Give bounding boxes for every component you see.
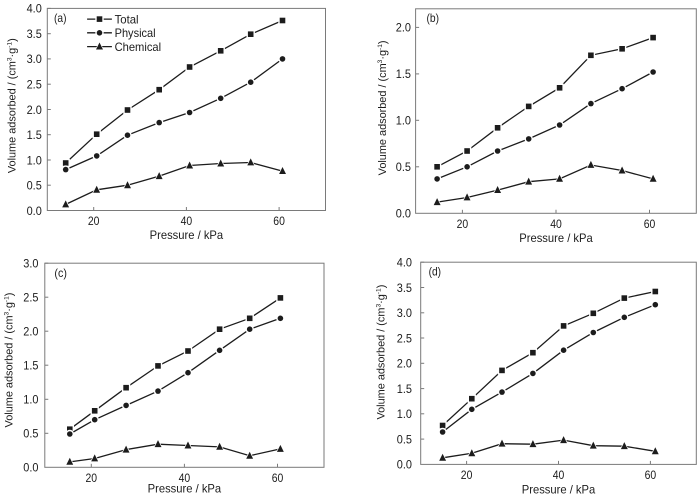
svg-text:20: 20 [457, 217, 469, 231]
svg-text:0.5: 0.5 [396, 160, 411, 174]
svg-text:Pressure / kPa: Pressure / kPa [150, 228, 224, 242]
svg-text:(d): (d) [429, 264, 442, 278]
svg-text:4.0: 4.0 [27, 2, 42, 16]
svg-text:0.0: 0.0 [396, 207, 411, 221]
svg-text:1.5: 1.5 [23, 359, 38, 373]
svg-text:1.5: 1.5 [27, 128, 42, 142]
svg-text:Total: Total [115, 12, 139, 26]
svg-text:3.5: 3.5 [27, 27, 42, 41]
svg-text:0.5: 0.5 [23, 427, 38, 441]
svg-text:40: 40 [550, 217, 562, 231]
svg-text:40: 40 [179, 471, 191, 485]
svg-text:Volume adsorbed / (cm3·g-1): Volume adsorbed / (cm3·g-1) [3, 293, 15, 428]
svg-text:3.0: 3.0 [397, 306, 412, 320]
svg-text:20: 20 [88, 214, 100, 228]
svg-text:0.5: 0.5 [27, 179, 42, 193]
svg-text:3.5: 3.5 [397, 281, 412, 295]
svg-text:1.0: 1.0 [23, 393, 38, 407]
svg-text:60: 60 [272, 471, 284, 485]
svg-text:0.0: 0.0 [27, 204, 42, 218]
svg-text:2.5: 2.5 [23, 291, 38, 305]
svg-text:4.0: 4.0 [397, 256, 412, 270]
svg-text:20: 20 [461, 468, 473, 482]
svg-text:(b): (b) [427, 11, 440, 25]
svg-text:Pressure / kPa: Pressure / kPa [522, 483, 596, 497]
svg-text:60: 60 [644, 217, 656, 231]
svg-text:Volume adsorbed / (cm3·g-1): Volume adsorbed / (cm3·g-1) [377, 40, 389, 175]
svg-text:0.0: 0.0 [397, 458, 412, 472]
svg-text:0.5: 0.5 [397, 432, 412, 446]
svg-text:Pressure / kPa: Pressure / kPa [148, 482, 222, 496]
svg-text:Physical: Physical [115, 26, 156, 40]
svg-text:2.5: 2.5 [397, 331, 412, 345]
svg-text:20: 20 [86, 471, 98, 485]
svg-text:2.0: 2.0 [397, 357, 412, 371]
svg-text:40: 40 [553, 468, 565, 482]
svg-text:Pressure / kPa: Pressure / kPa [519, 231, 593, 245]
svg-text:(a): (a) [54, 11, 67, 25]
svg-text:2.5: 2.5 [27, 78, 42, 92]
svg-text:Volume adsorbed / (cm3·g-1): Volume adsorbed / (cm3·g-1) [376, 285, 388, 420]
svg-text:1.0: 1.0 [397, 407, 412, 421]
svg-text:2.0: 2.0 [396, 21, 411, 35]
svg-text:40: 40 [181, 214, 193, 228]
svg-text:60: 60 [645, 468, 657, 482]
svg-text:1.5: 1.5 [397, 382, 412, 396]
svg-text:3.0: 3.0 [23, 257, 38, 271]
svg-text:0.0: 0.0 [23, 461, 38, 475]
svg-text:3.0: 3.0 [27, 52, 42, 66]
svg-text:1.5: 1.5 [396, 67, 411, 81]
svg-text:(c): (c) [54, 266, 67, 280]
svg-text:1.0: 1.0 [396, 114, 411, 128]
svg-text:2.0: 2.0 [23, 325, 38, 339]
svg-text:1.0: 1.0 [27, 153, 42, 167]
svg-text:2.0: 2.0 [27, 103, 42, 117]
svg-text:Chemical: Chemical [115, 40, 162, 54]
svg-text:60: 60 [273, 214, 285, 228]
svg-text:Volume adsorbed / (cm3·g-1): Volume adsorbed / (cm3·g-1) [6, 38, 18, 173]
